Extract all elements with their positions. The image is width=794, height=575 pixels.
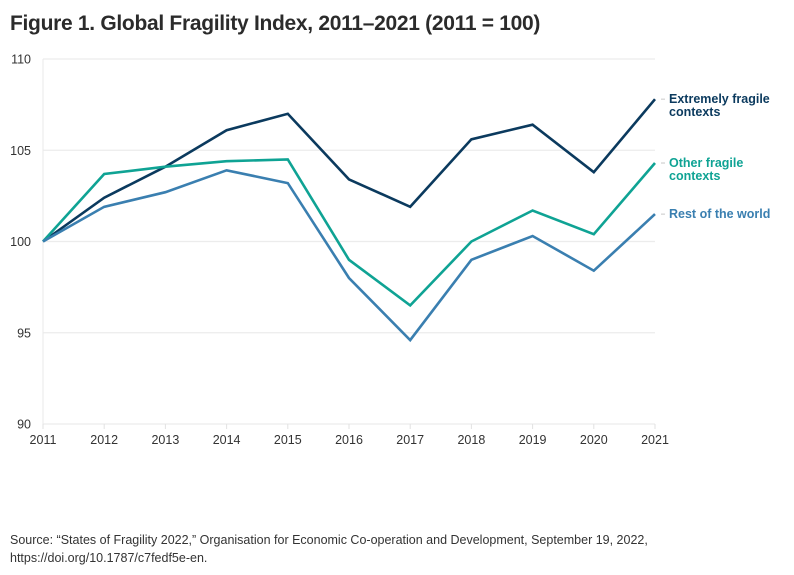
x-tick-label: 2020 [580, 433, 608, 447]
legend-label-rest-of-the-world: Rest of the world [669, 207, 770, 221]
legend-label-line: Extremely fragile [669, 92, 770, 106]
y-tick-label: 90 [17, 418, 31, 432]
legend-label-line: Other fragile [669, 156, 743, 170]
legend-label-line: Rest of the world [669, 207, 770, 221]
legend-label-line: contexts [669, 169, 720, 183]
series-line-extremely-fragile-contexts [42, 98, 656, 243]
y-tick-label: 105 [10, 144, 31, 158]
x-tick-label: 2012 [90, 433, 118, 447]
legend-label-extremely-fragile-contexts: Extremely fragile contexts [669, 92, 770, 119]
chart-title: Figure 1. Global Fragility Index, 2011–2… [10, 12, 541, 35]
source-line-1: Source: “States of Fragility 2022,” Orga… [10, 533, 648, 547]
x-tick-label: 2013 [151, 433, 179, 447]
series-line-rest-of-the-world [42, 168, 656, 343]
x-tick-label: 2014 [213, 433, 241, 447]
y-tick-label: 100 [10, 235, 31, 249]
legend-label-other-fragile-contexts: Other fragile contexts [669, 156, 743, 183]
x-tick-label: 2019 [519, 433, 547, 447]
y-tick-label: 110 [11, 53, 31, 67]
x-tick-label: 2015 [274, 433, 302, 447]
gridlines [43, 58, 655, 425]
source-line-2: https://doi.org/10.1787/c7fedf5e-en. [10, 551, 208, 565]
y-axis-ticks: 90 95 100 105 110 [10, 53, 31, 432]
x-tick-label: 2011 [30, 433, 57, 447]
x-axis-ticks: 2011 2012 2013 2014 2015 2016 2017 2018 2019 2020… [30, 424, 669, 447]
x-tick-label: 2021 [641, 433, 669, 447]
series-line-other-fragile-contexts [42, 158, 656, 308]
series-lines [42, 98, 656, 343]
x-tick-label: 2018 [457, 433, 485, 447]
x-tick-label: 2016 [335, 433, 363, 447]
legend-label-line: contexts [669, 105, 720, 119]
source-note: Source: “States of Fragility 2022,” Orga… [10, 531, 770, 567]
y-tick-label: 95 [17, 326, 31, 340]
x-tick-label: 2017 [396, 433, 424, 447]
